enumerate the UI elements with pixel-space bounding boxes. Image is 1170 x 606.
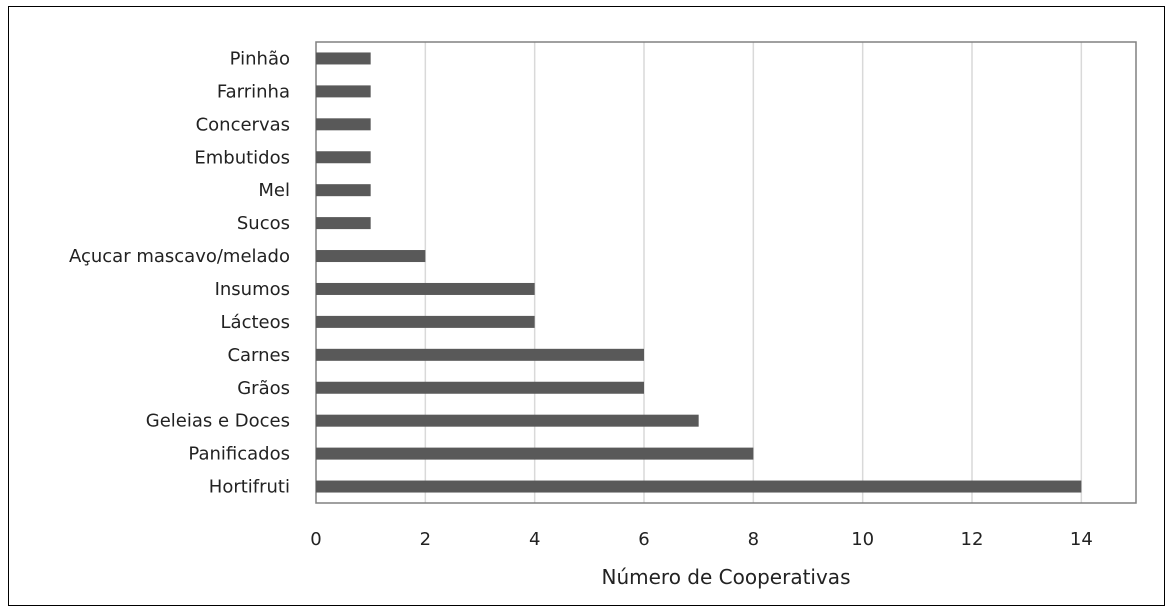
category-label: Lácteos	[221, 312, 290, 333]
x-tick-label: 6	[638, 529, 649, 550]
x-axis-title: Número de Cooperativas	[602, 565, 851, 589]
bar	[316, 447, 754, 460]
category-label: Grãos	[237, 378, 290, 399]
gridlines	[424, 42, 1083, 503]
bar	[316, 282, 535, 295]
bar	[316, 217, 371, 230]
bar	[316, 315, 535, 328]
bar	[316, 414, 699, 427]
category-label: Panificados	[188, 444, 290, 465]
category-labels: Pinhão Farrinha Concervas Embutidos Mel Sucos…	[69, 48, 290, 497]
category-label: Carnes	[227, 345, 290, 366]
bar	[316, 348, 644, 361]
x-tick-label: 0	[310, 529, 321, 550]
category-label: Hortifruti	[209, 477, 290, 498]
category-label: Pinhão	[230, 48, 290, 69]
category-label: Farrinha	[217, 81, 290, 102]
bar	[316, 85, 371, 98]
category-label: Mel	[258, 180, 290, 201]
bar	[316, 118, 371, 131]
x-tick-label: 12	[961, 529, 984, 550]
bar	[316, 184, 371, 197]
category-label: Geleias e Doces	[146, 411, 290, 432]
x-tick-label: 4	[529, 529, 540, 550]
bar	[316, 151, 371, 164]
x-tick-labels: 0 2 4 6 8 10 12 14	[310, 529, 1093, 550]
bar	[316, 52, 371, 65]
x-tick-label: 2	[420, 529, 431, 550]
category-label: Concervas	[196, 114, 290, 135]
category-label: Embutidos	[194, 147, 290, 168]
x-tick-label: 14	[1070, 529, 1093, 550]
bar	[316, 480, 1082, 493]
bar	[316, 381, 644, 394]
category-label: Sucos	[237, 213, 290, 234]
bars	[316, 52, 1082, 493]
x-tick-label: 10	[851, 529, 874, 550]
x-tick-label: 8	[748, 529, 759, 550]
category-label: Insumos	[215, 279, 290, 300]
category-label: Açucar mascavo/melado	[69, 246, 290, 267]
plot-area-border	[315, 41, 1137, 504]
bar-chart: Pinhão Farrinha Concervas Embutidos Mel Sucos…	[69, 41, 1137, 589]
bar	[316, 250, 426, 263]
